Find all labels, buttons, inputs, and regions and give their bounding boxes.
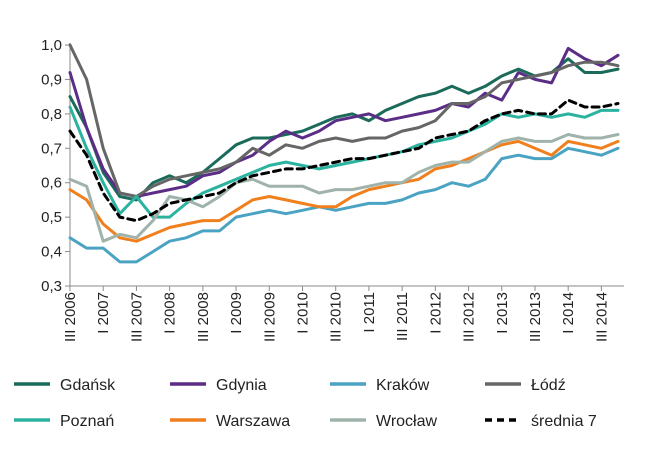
x-tick-label: III 2010 xyxy=(328,292,345,342)
x-tick-label: I 2014 xyxy=(560,292,577,334)
y-tick-label: 0,6 xyxy=(41,175,62,192)
legend-item: Kraków xyxy=(330,377,430,394)
legend-label: Gdańsk xyxy=(60,377,116,394)
legend-label: Wrocław xyxy=(376,413,437,430)
series-line-2 xyxy=(68,146,620,264)
legend-label: średnia 7 xyxy=(531,413,597,430)
x-tick-label: I 2010 xyxy=(294,292,311,334)
x-tick-label: I 2012 xyxy=(427,292,444,334)
x-tick-label: III 2012 xyxy=(461,292,478,342)
x-tick-label: III 2008 xyxy=(195,292,212,342)
legend-label: Gdynia xyxy=(216,377,267,394)
legend-label: Poznań xyxy=(60,413,114,430)
x-tick-label: III 2011 xyxy=(394,292,411,341)
series-line-3 xyxy=(68,43,620,198)
legend: Gdańsk Gdynia Kraków Łódź Poznań Warszawa Wroc… xyxy=(14,377,597,430)
y-tick-label: 0,9 xyxy=(41,71,62,88)
legend-item: Wrocław xyxy=(330,413,437,430)
y-tick-label: 0,5 xyxy=(41,209,62,226)
x-tick-label: I 2007 xyxy=(95,292,112,334)
y-axis: 1,0 0,9 0,8 0,7 0,6 0,5 0,4 0,3 xyxy=(41,37,71,295)
y-tick-label: 0,4 xyxy=(41,244,62,261)
x-tick-label: I 2009 xyxy=(228,292,245,334)
y-tick-label: 0,8 xyxy=(41,106,62,123)
x-tick-label: III 2009 xyxy=(261,292,278,342)
x-tick-label: I 2011 xyxy=(361,292,378,333)
x-tick-label: III 2014 xyxy=(593,292,610,342)
legend-item: Łódź xyxy=(485,377,566,394)
legend-item: Poznań xyxy=(14,413,114,430)
series-line-0 xyxy=(68,57,620,202)
x-tick-label: III 2007 xyxy=(128,292,145,342)
legend-label: Warszawa xyxy=(216,413,290,430)
series-line-5 xyxy=(68,139,620,243)
x-tick-label: I 2013 xyxy=(494,292,511,334)
y-tick-label: 1,0 xyxy=(41,37,62,54)
legend-item: średnia 7 xyxy=(485,413,597,430)
y-tick-label: 0,3 xyxy=(41,278,62,295)
x-tick-label: III 2006 xyxy=(62,292,79,342)
x-tick-label: I 2008 xyxy=(162,292,179,334)
legend-label: Kraków xyxy=(376,377,430,394)
legend-item: Gdynia xyxy=(170,377,267,394)
legend-item: Gdańsk xyxy=(14,377,116,394)
series-layer xyxy=(68,43,620,264)
x-axis: III 2006 I 2007 III 2007 I 2008 III 2008 I 20… xyxy=(62,285,624,342)
y-tick-label: 0,7 xyxy=(41,140,62,157)
legend-label: Łódź xyxy=(531,377,566,394)
series-line-1 xyxy=(68,46,620,198)
series-line-4 xyxy=(68,105,620,219)
x-tick-label: III 2013 xyxy=(527,292,544,342)
series-line-7 xyxy=(68,98,620,223)
legend-item: Warszawa xyxy=(170,413,290,430)
